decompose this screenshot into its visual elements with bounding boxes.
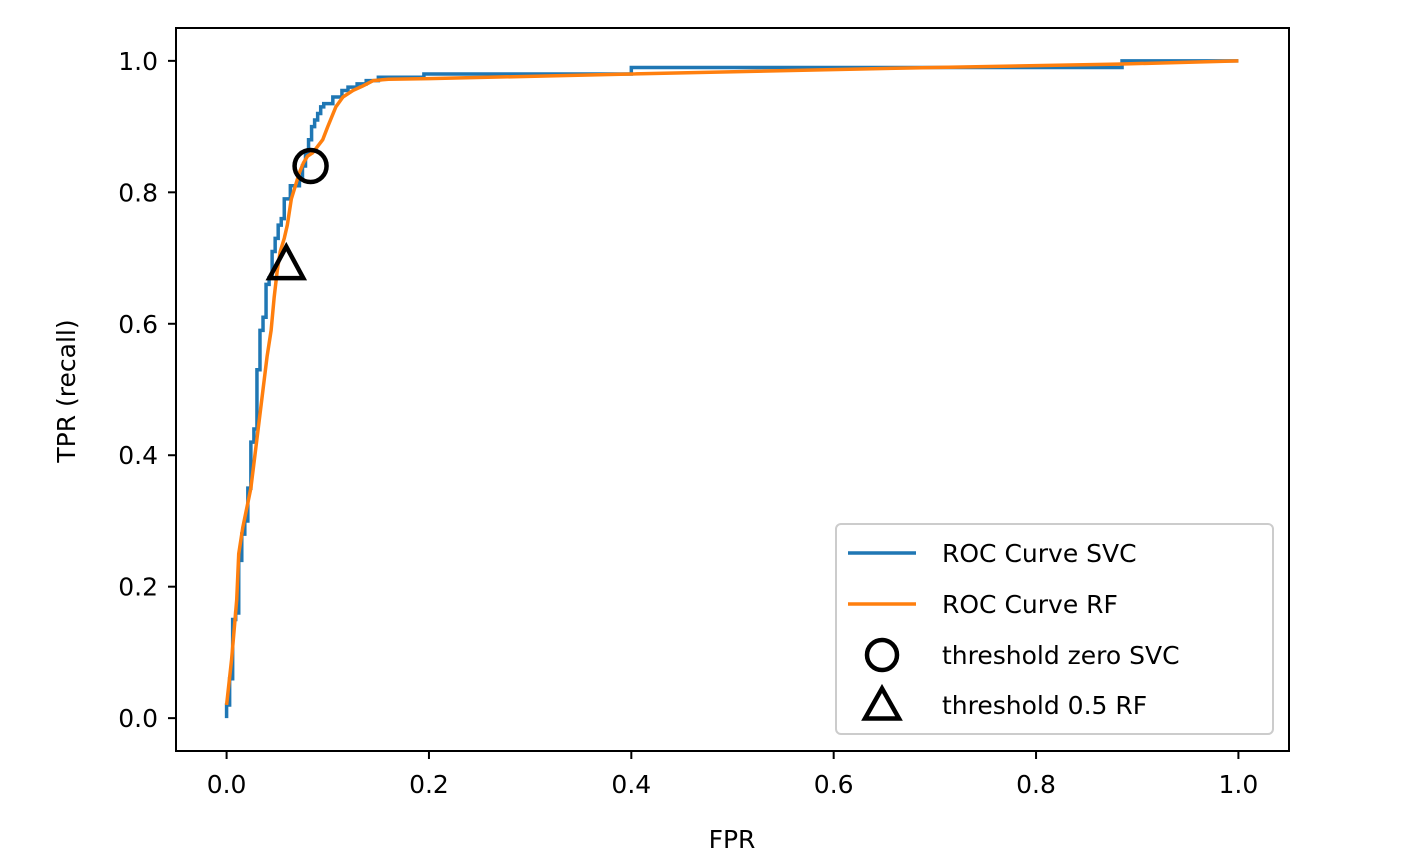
series-group [224,59,1239,719]
series-line-rf [224,59,1239,706]
legend: ROC Curve SVC ROC Curve RF threshold zero … [835,523,1274,735]
axes: 0.0 0.2 0.4 0.6 0.8 1.0 0.0 0.2 0.4 0.6 0.8 1.0 [118,27,1290,799]
threshold-0.5-rf-marker [265,241,308,281]
y-axis-label: TPR (recall) [52,319,81,463]
legend-circle-icon [864,637,900,673]
x-tick-label: 0.6 [814,770,854,799]
x-axis-label: FPR [709,825,756,854]
x-tick-label: 1.0 [1219,770,1259,799]
legend-box [835,523,1274,735]
y-tick-label: 0.0 [118,704,158,733]
y-tick-label: 0.2 [118,573,158,602]
y-tick-label: 0.4 [118,441,158,470]
y-tick-label: 1.0 [118,47,158,76]
plot-frame [175,27,1290,752]
y-tick-label: 0.8 [118,178,158,207]
legend-label: threshold zero SVC [942,641,1180,670]
plot-area [224,59,1239,719]
legend-label: threshold 0.5 RF [942,691,1147,720]
x-tick-label: 0.4 [611,770,651,799]
x-tick-label: 0.8 [1016,770,1056,799]
threshold-zero-svc-marker [292,147,329,185]
legend-triangle-icon [861,683,903,721]
legend-label: ROC Curve RF [942,590,1118,619]
x-tick-label: 0.2 [409,770,449,799]
series-line-svc [224,59,1239,719]
y-tick-label: 0.6 [118,310,158,339]
legend-label: ROC Curve SVC [942,539,1137,568]
x-tick-label: 0.0 [207,770,247,799]
